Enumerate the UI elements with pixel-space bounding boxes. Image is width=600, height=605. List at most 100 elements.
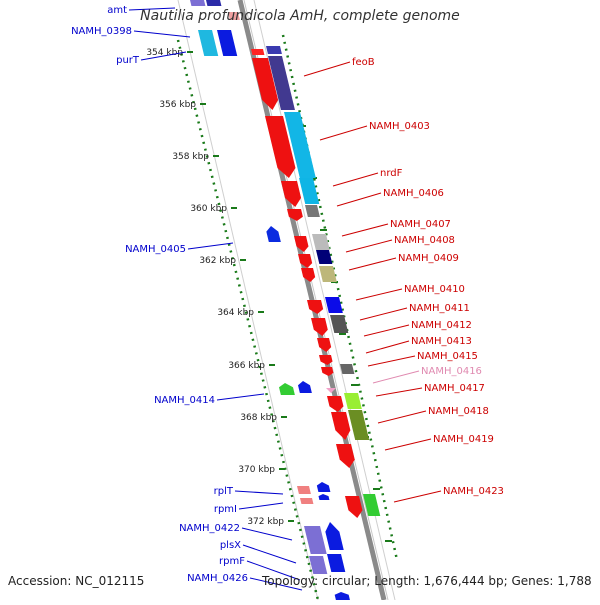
gene-label-minus: NAMH_0419 xyxy=(433,434,494,445)
gene-feature xyxy=(299,178,320,204)
gene-feature xyxy=(316,250,333,264)
label-leader-line xyxy=(336,192,382,207)
gene-feature xyxy=(281,181,302,207)
gene-feature xyxy=(305,205,320,217)
gene-feature xyxy=(228,12,240,20)
gene-label-plus: NAMH_0426 xyxy=(187,573,248,584)
gene-feature xyxy=(321,367,334,376)
gene-feature xyxy=(326,388,336,393)
gene-feature xyxy=(345,496,363,518)
scale-tick-label: 358 kbp xyxy=(172,152,209,162)
gene-label-minus: feoB xyxy=(352,57,375,68)
label-leader-line xyxy=(367,355,416,367)
gene-label-minus: NAMH_0406 xyxy=(383,188,444,199)
gene-feature xyxy=(287,209,303,221)
gene-feature xyxy=(268,56,295,110)
gene-feature xyxy=(217,30,238,56)
gene-feature xyxy=(330,315,349,333)
gene-feature xyxy=(304,526,327,554)
gene-feature xyxy=(298,381,312,393)
gene-feature xyxy=(266,226,281,242)
gene-label-minus: NAMH_0417 xyxy=(424,383,485,394)
label-leader-line xyxy=(348,257,397,271)
label-leader-line xyxy=(375,387,423,397)
gene-label-minus: nrdF xyxy=(380,168,403,179)
scale-tick-label: 370 kbp xyxy=(238,465,275,475)
gene-feature xyxy=(327,554,346,572)
gene-label-minus: NAMH_0410 xyxy=(404,284,465,295)
gene-feature xyxy=(344,393,362,409)
genome-title: Nautilia profundicola AmH, complete geno… xyxy=(140,8,460,24)
label-leader-line xyxy=(319,125,368,141)
label-leader-line xyxy=(332,172,379,187)
gene-label-plus: NAMH_0405 xyxy=(125,244,186,255)
gene-feature xyxy=(301,268,316,282)
gene-feature xyxy=(307,300,324,314)
scale-tick-label: 366 kbp xyxy=(228,361,265,371)
gene-label-plus: plsX xyxy=(220,540,241,551)
gene-label-minus: NAMH_0409 xyxy=(398,253,459,264)
gene-feature xyxy=(284,112,316,178)
label-leader-line xyxy=(241,527,293,541)
label-leader-line xyxy=(246,560,301,581)
gene-feature xyxy=(336,444,355,468)
gene-feature xyxy=(294,236,309,252)
gene-label-minus: NAMH_0412 xyxy=(411,320,472,331)
gene-feature xyxy=(311,318,328,336)
gene-feature xyxy=(331,412,351,440)
scale-tick-label: 356 kbp xyxy=(159,100,196,110)
gene-feature xyxy=(363,494,381,516)
gene-label-plus: rplT xyxy=(214,486,234,497)
gene-feature xyxy=(334,592,350,600)
gene-feature xyxy=(317,338,332,352)
label-leader-line xyxy=(384,438,432,451)
gene-feature xyxy=(300,498,314,504)
label-leader-line xyxy=(242,544,297,564)
gene-feature xyxy=(312,234,330,250)
label-leader-line xyxy=(359,307,408,321)
gene-feature xyxy=(309,556,328,574)
gene-feature xyxy=(297,486,311,494)
gene-label-minus: NAMH_0407 xyxy=(390,219,451,230)
scale-tick-label: 360 kbp xyxy=(190,204,227,214)
gene-label-plus: NAMH_0398 xyxy=(71,26,132,37)
track-boundary-left xyxy=(177,0,319,601)
gene-feature xyxy=(252,58,279,110)
gene-feature xyxy=(327,396,344,412)
label-leader-line xyxy=(140,51,187,61)
label-leader-line xyxy=(355,288,403,301)
gene-feature xyxy=(298,254,313,268)
gene-label-plus: purT xyxy=(116,55,140,66)
gene-label-minus: NAMH_0408 xyxy=(394,235,455,246)
label-leader-line xyxy=(303,61,351,77)
gene-feature xyxy=(319,266,337,282)
gene-label-plus: amt xyxy=(107,5,127,16)
label-leader-line xyxy=(341,223,389,237)
gene-feature xyxy=(316,482,331,492)
label-leader-line xyxy=(128,7,176,11)
label-leader-line xyxy=(363,324,410,337)
gene-feature xyxy=(318,494,330,500)
scale-tick-label: 368 kbp xyxy=(240,413,277,423)
gene-label-minus: NAMH_0403 xyxy=(369,121,430,132)
label-leader-line xyxy=(234,490,284,495)
scale-tick-label: 354 kbp xyxy=(146,48,183,58)
label-leader-line xyxy=(249,577,303,591)
gene-feature xyxy=(190,0,206,6)
gene-feature xyxy=(251,49,265,55)
gene-feature xyxy=(325,297,343,313)
gene-label-minus: NAMH_0423 xyxy=(443,486,504,497)
genome-summary-text: Topology: circular; Length: 1,676,444 bp… xyxy=(262,574,592,588)
gene-feature xyxy=(340,364,355,374)
scale-tick-label: 372 kbp xyxy=(247,517,284,527)
gene-feature xyxy=(198,30,219,56)
label-leader-line xyxy=(345,239,393,253)
scale-tick-label: 364 kbp xyxy=(217,308,254,318)
gene-feature xyxy=(206,0,222,6)
accession-text: Accession: NC_012115 xyxy=(8,574,145,588)
gene-label-minus: NAMH_0418 xyxy=(428,406,489,417)
label-leader-line xyxy=(372,370,420,384)
gene-label-plus: NAMH_0422 xyxy=(179,523,240,534)
label-leader-line xyxy=(393,490,442,503)
